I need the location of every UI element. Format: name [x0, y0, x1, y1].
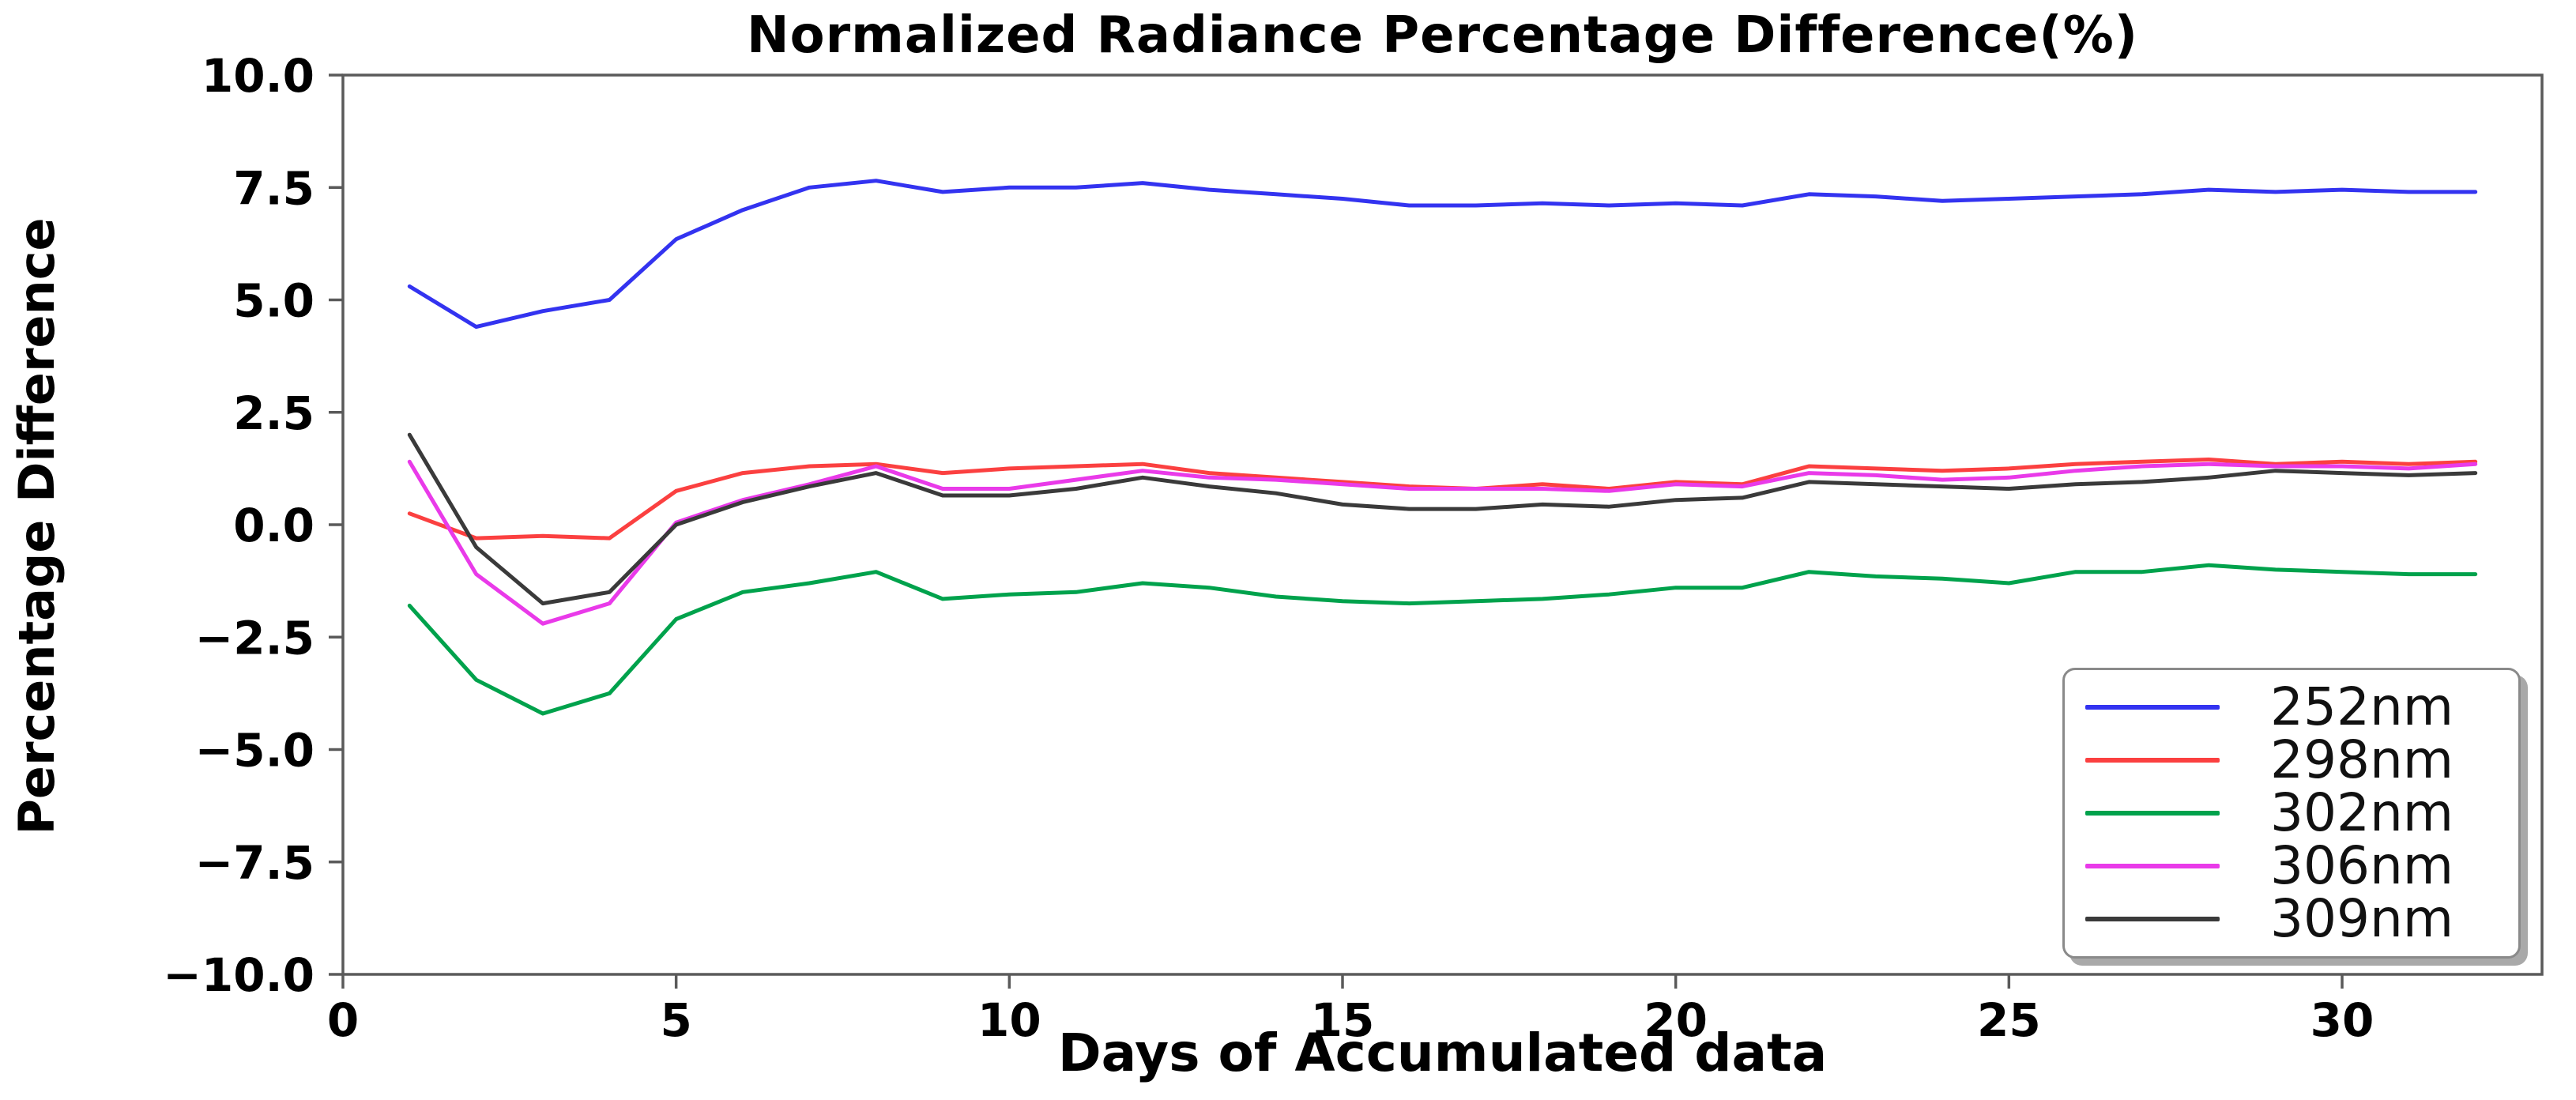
- legend-label: 298nm: [2270, 729, 2454, 791]
- legend-item-252nm: 252nm: [2085, 681, 2495, 733]
- legend-label: 306nm: [2270, 834, 2454, 896]
- y-tick-label: 0.0: [233, 499, 314, 552]
- x-tick-label: 20: [1644, 993, 1708, 1047]
- x-axis-label: Days of Accumulated data: [1057, 1023, 1828, 1083]
- y-tick-label: −5.0: [195, 724, 314, 778]
- x-tick-label: 0: [327, 993, 359, 1047]
- series-302nm-line: [407, 563, 2478, 716]
- series-309nm-line: [407, 432, 2478, 606]
- legend-item-302nm: 302nm: [2085, 782, 2495, 843]
- legend: 252nm 298nm 302nm 306nm 309nm: [2062, 668, 2521, 959]
- y-tick-label: 7.5: [233, 161, 314, 215]
- chart-title: Normalized Radiance Percentage Differenc…: [747, 6, 2138, 65]
- legend-label: 302nm: [2270, 782, 2454, 843]
- y-tick-label: 5.0: [233, 274, 314, 328]
- legend-item-309nm: 309nm: [2085, 887, 2495, 949]
- legend-line-sample-302nm: [2085, 810, 2220, 816]
- series-298nm-line: [407, 458, 2478, 541]
- y-tick-label: −7.5: [195, 836, 314, 890]
- x-tick-label: 30: [2310, 993, 2375, 1047]
- legend-line-sample-306nm: [2085, 863, 2220, 868]
- y-tick-label: −10.0: [163, 948, 314, 1002]
- x-tick-label: 25: [1977, 993, 2041, 1047]
- y-tick-label: 10.0: [201, 49, 314, 103]
- y-tick-label: −2.5: [195, 611, 314, 665]
- legend-label: 309nm: [2270, 887, 2454, 949]
- series-252nm-line: [407, 179, 2478, 330]
- x-tick-label: 15: [1311, 993, 1375, 1047]
- legend-item-306nm: 306nm: [2085, 834, 2495, 896]
- x-tick-label: 10: [977, 993, 1041, 1047]
- y-tick-label: 2.5: [233, 386, 314, 440]
- y-axis-label: Percentage Difference: [8, 217, 66, 835]
- series-306nm-line: [407, 459, 2478, 626]
- x-tick-label: 5: [660, 993, 691, 1047]
- legend-item-298nm: 298nm: [2085, 734, 2495, 786]
- legend-line-sample-298nm: [2085, 758, 2220, 763]
- legend-line-sample-252nm: [2085, 705, 2220, 710]
- legend-label: 252nm: [2270, 676, 2454, 738]
- legend-line-sample-309nm: [2085, 916, 2220, 921]
